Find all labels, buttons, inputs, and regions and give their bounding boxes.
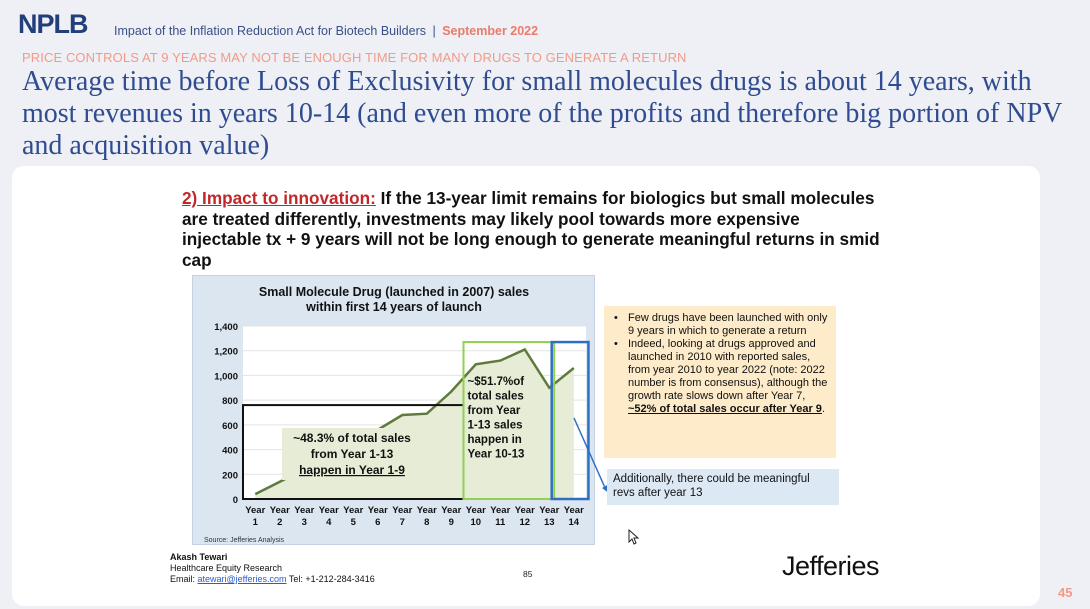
x-tick-label: 9 xyxy=(449,517,454,528)
x-tick-label: Year xyxy=(245,505,265,516)
y-tick-label: 1,000 xyxy=(214,371,238,382)
annotation-right-line: happen in xyxy=(468,434,522,446)
annotation-left-bg xyxy=(282,428,422,480)
nplb-logo: NPLB xyxy=(18,9,88,39)
y-tick-label: 600 xyxy=(222,421,238,432)
x-tick-label: Year xyxy=(368,505,388,516)
x-tick-label: Year xyxy=(490,505,510,516)
header-separator: | xyxy=(432,24,436,38)
header-title: Impact of the Inflation Reduction Act fo… xyxy=(114,24,538,38)
x-tick-label: 4 xyxy=(326,517,332,528)
x-tick-label: Year xyxy=(441,505,461,516)
bullet-2-end: . xyxy=(821,403,825,415)
x-tick-label: 8 xyxy=(424,517,429,528)
slide-kicker: PRICE CONTROLS AT 9 YEARS MAY NOT BE ENO… xyxy=(22,50,687,65)
bullet-1-text: Few drugs have been launched with only 9… xyxy=(628,312,828,337)
annotation-right-line: total sales xyxy=(468,391,524,403)
x-tick-label: 5 xyxy=(351,517,357,528)
x-tick-label: Year xyxy=(466,505,486,516)
y-tick-label: 1,400 xyxy=(214,322,238,333)
y-tick-label: 0 xyxy=(233,495,238,506)
deck-date: September 2022 xyxy=(442,24,539,38)
analyst-name: Akash Tewari xyxy=(170,552,228,562)
impact-body: If the 13-year limit remains for biologi… xyxy=(182,188,880,270)
x-tick-label: 13 xyxy=(544,517,555,528)
year-13-14-box xyxy=(550,340,590,501)
additional-note: Additionally, there could be meaningful … xyxy=(607,469,839,505)
embedded-slide: 2) Impact to innovation: If the 13-year … xyxy=(12,166,1040,606)
y-tick-label: 400 xyxy=(222,446,238,457)
jefferies-logo: Jefferies xyxy=(782,551,880,581)
annotation-left-line2: from Year 1-13 xyxy=(311,447,394,461)
x-tick-label: 10 xyxy=(470,517,481,528)
x-tick-label: Year xyxy=(539,505,559,516)
page-number: 45 xyxy=(1058,585,1073,600)
email-label: Email: xyxy=(170,574,196,584)
analyst-role: Healthcare Equity Research xyxy=(170,563,283,573)
annotation-right-line: from Year xyxy=(468,405,521,417)
analyst-tel: Tel: +1-212-284-3416 xyxy=(288,574,375,584)
embedded-page-number: 85 xyxy=(523,569,533,579)
impact-statement: 2) Impact to innovation: If the 13-year … xyxy=(182,188,882,270)
analyst-info: Akash Tewari Healthcare Equity Research … xyxy=(170,552,375,585)
bullet-2-highlight: ~52% of total sales occur after Year 9 xyxy=(628,403,822,415)
y-tick-label: 1,200 xyxy=(214,347,238,358)
annotation-left-line3: happen in Year 1-9 xyxy=(299,463,405,477)
y-tick-label: 200 xyxy=(222,470,238,481)
key-points-box: Few drugs have been launched with only 9… xyxy=(604,306,836,458)
x-tick-label: Year xyxy=(270,505,290,516)
annotation-left-line1: ~48.3% of total sales xyxy=(293,431,411,445)
chart-source: Source: Jefferies Analysis xyxy=(204,537,285,544)
annotation-right-line: Year 10-13 xyxy=(468,449,525,461)
x-tick-label: Year xyxy=(294,505,314,516)
impact-lead: 2) Impact to innovation: xyxy=(182,188,376,208)
bullet-item: Indeed, looking at drugs approved and la… xyxy=(614,338,828,416)
chart-title-line2: within first 14 years of launch xyxy=(305,300,482,314)
slide-headline: Average time before Loss of Exclusivity … xyxy=(22,66,1062,161)
x-tick-label: 14 xyxy=(568,517,579,528)
x-tick-label: 2 xyxy=(277,517,282,528)
callout-arrow xyxy=(573,417,610,494)
x-tick-label: 12 xyxy=(519,517,530,528)
deck-title: Impact of the Inflation Reduction Act fo… xyxy=(114,24,426,38)
x-tick-label: Year xyxy=(319,505,339,516)
x-tick-label: Year xyxy=(417,505,437,516)
annotation-right-line: ~$51.7%of xyxy=(468,376,525,388)
analyst-contact: Email: atewari@jefferies.com Tel: +1-212… xyxy=(170,574,375,585)
sales-chart: Small Molecule Drug (launched in 2007) s… xyxy=(192,275,595,545)
x-tick-label: 11 xyxy=(495,517,506,528)
annotation-right-line: 1-13 sales xyxy=(468,420,523,432)
x-tick-label: Year xyxy=(343,505,363,516)
x-tick-label: Year xyxy=(515,505,535,516)
chart-title-line1: Small Molecule Drug (launched in 2007) s… xyxy=(259,285,529,299)
x-tick-label: 6 xyxy=(375,517,380,528)
sales-chart-svg: Small Molecule Drug (launched in 2007) s… xyxy=(214,285,590,528)
y-tick-label: 800 xyxy=(222,396,238,407)
year-10-13-box xyxy=(462,341,556,500)
bullet-item: Few drugs have been launched with only 9… xyxy=(614,312,828,338)
bullet-2-text: Indeed, looking at drugs approved and la… xyxy=(628,338,828,402)
analyst-email-link[interactable]: atewari@jefferies.com xyxy=(197,574,287,584)
x-tick-label: Year xyxy=(392,505,412,516)
x-tick-label: Year xyxy=(564,505,584,516)
x-tick-label: 3 xyxy=(302,517,307,528)
x-tick-label: 7 xyxy=(400,517,405,528)
x-tick-label: 1 xyxy=(253,517,259,528)
mouse-cursor-icon xyxy=(628,529,640,545)
